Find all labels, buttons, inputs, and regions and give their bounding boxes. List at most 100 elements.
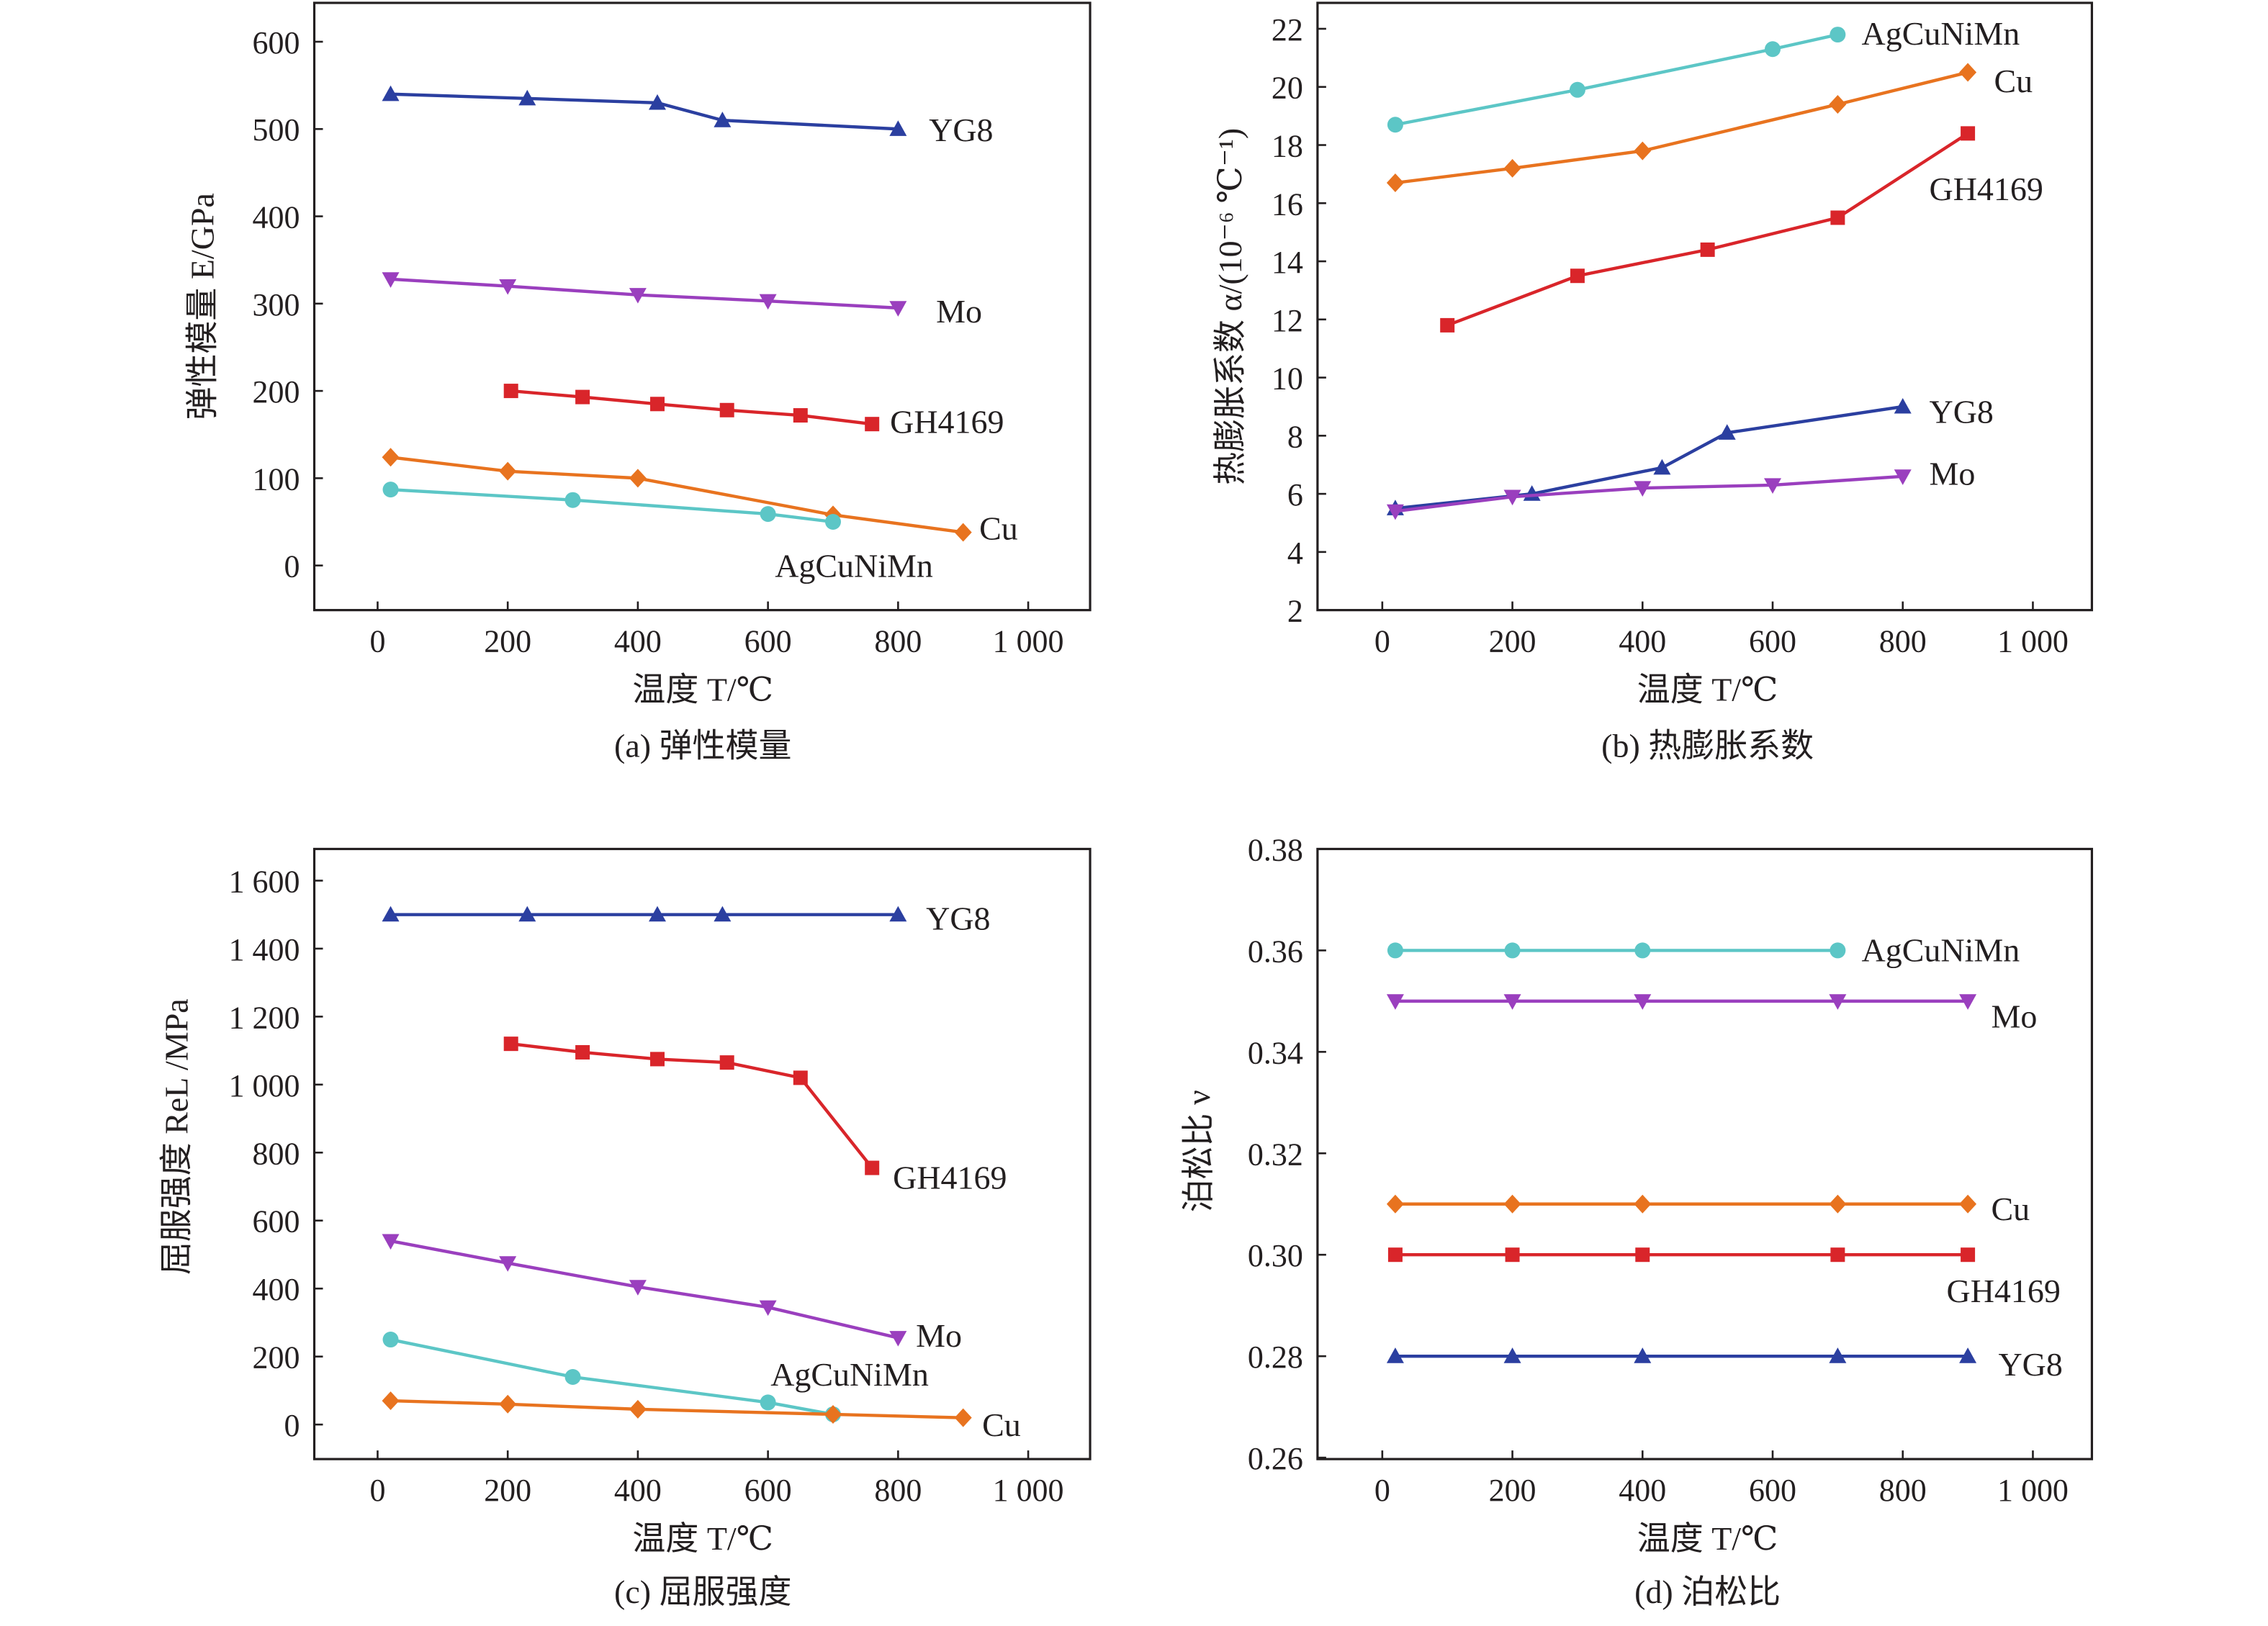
data-point	[719, 402, 734, 417]
x-tick-label: 400	[1619, 1473, 1666, 1508]
data-point	[1634, 1194, 1652, 1214]
x-tick-label: 800	[874, 624, 922, 659]
series-line	[390, 487, 834, 524]
y-tick-label: 1 200	[229, 1000, 300, 1035]
series-mo: Mo	[382, 1234, 962, 1354]
series-agcunimn: AgCuNiMn	[382, 1332, 929, 1422]
series-label: AgCuNiMn	[775, 548, 933, 584]
data-point	[629, 1399, 647, 1419]
series-yg8: YG8	[382, 900, 991, 936]
chart-elastic-modulus: 0 200 400 600 800 1 000 0 100 200 300 400 500 600 温度 …	[184, 1, 1092, 764]
series-line	[390, 1399, 963, 1419]
data-point	[382, 272, 400, 288]
data-point	[575, 1044, 590, 1060]
y-tick-label: 800	[253, 1136, 300, 1171]
data-point	[382, 1234, 400, 1250]
y-axis-label: 热膨胀系数 α/(10⁻⁶ ℃⁻¹)	[1212, 128, 1248, 485]
data-point	[650, 1052, 665, 1067]
panel-caption: (c) 屈服强度	[614, 1573, 791, 1610]
data-point	[382, 1332, 399, 1348]
x-tick-label: 600	[1749, 624, 1796, 659]
data-point	[1830, 27, 1846, 43]
y-tick-label: 0.32	[1248, 1137, 1303, 1172]
series-label: Cu	[1994, 63, 2033, 99]
y-tick-label: 18	[1272, 129, 1303, 164]
x-axis-label: 温度 T/℃	[632, 672, 773, 708]
y-tick-label: 400	[253, 200, 300, 235]
data-point	[1503, 489, 1521, 506]
data-point	[1386, 1194, 1404, 1214]
data-point	[1653, 459, 1671, 475]
data-point	[382, 482, 399, 498]
series-label: Mo	[1991, 998, 2037, 1034]
x-tick-label: 800	[1879, 624, 1927, 659]
data-point	[564, 1369, 581, 1385]
data-point	[865, 417, 880, 432]
data-point	[1386, 1347, 1404, 1363]
data-point	[1829, 994, 1847, 1010]
series-label: Cu	[979, 510, 1018, 547]
data-point	[759, 294, 777, 310]
series-mo: Mo	[1386, 994, 2037, 1034]
x-tick-label: 800	[874, 1473, 922, 1508]
data-point	[629, 469, 647, 488]
data-point	[1961, 1247, 1976, 1263]
x-tick-label: 0	[369, 624, 385, 659]
data-point	[1700, 242, 1715, 257]
data-point	[503, 384, 518, 399]
data-point	[382, 905, 400, 922]
x-tick-label: 1 000	[993, 624, 1064, 659]
data-point	[1894, 397, 1912, 414]
y-axis-label: 弹性模量 E/GPa	[184, 193, 221, 420]
y-axis-label: 屈服强度 ReL /MPa	[158, 998, 195, 1275]
x-axis-label: 温度 T/℃	[632, 1520, 773, 1557]
y-tick-label: 0.30	[1248, 1238, 1303, 1273]
y-tick-label: 2	[1287, 594, 1303, 629]
data-point	[1505, 1247, 1520, 1263]
y-tick-label: 200	[253, 374, 300, 410]
data-point	[1440, 317, 1455, 333]
data-point	[1830, 942, 1846, 959]
y-tick-label: 22	[1272, 12, 1303, 48]
data-point	[760, 1394, 776, 1411]
data-point	[760, 506, 776, 523]
data-point	[1959, 63, 1977, 82]
series-agcunimn: AgCuNiMn	[1387, 15, 2020, 133]
y-tick-label: 0.36	[1248, 934, 1303, 969]
data-point	[1894, 469, 1912, 485]
y-tick-label: 16	[1272, 186, 1303, 222]
data-point	[1504, 942, 1521, 959]
data-point	[1959, 1194, 1977, 1214]
x-tick-label: 1 000	[993, 1473, 1064, 1508]
x-tick-label: 200	[1489, 1473, 1536, 1508]
series-yg8: YG8	[1386, 1346, 2063, 1383]
y-tick-label: 500	[253, 112, 300, 148]
series-line	[1395, 32, 1838, 127]
y-tick-label: 0.38	[1248, 832, 1303, 867]
data-point	[382, 85, 400, 101]
data-point	[954, 523, 972, 542]
series-label: GH4169	[893, 1159, 1007, 1196]
data-point	[714, 112, 732, 127]
data-point	[518, 905, 536, 922]
data-point	[889, 301, 907, 317]
y-tick-label: 0	[284, 1408, 300, 1443]
data-point	[499, 1256, 517, 1272]
series-line	[390, 1337, 834, 1417]
y-tick-label: 12	[1272, 303, 1303, 338]
data-point	[1634, 141, 1652, 161]
y-tick-label: 100	[253, 461, 300, 497]
y-tick-label: 0.34	[1248, 1035, 1303, 1070]
series-label: Mo	[916, 1317, 962, 1354]
data-point	[1503, 1194, 1521, 1214]
series-label: Mo	[936, 293, 982, 330]
data-point	[1635, 1247, 1650, 1263]
data-point	[889, 120, 907, 136]
data-point	[889, 905, 907, 922]
y-tick-label: 14	[1272, 245, 1303, 280]
y-tick-label: 10	[1272, 361, 1303, 397]
data-point	[1764, 478, 1782, 494]
data-point	[575, 389, 590, 405]
data-point	[1386, 504, 1404, 520]
series-label: Cu	[1991, 1191, 2030, 1227]
